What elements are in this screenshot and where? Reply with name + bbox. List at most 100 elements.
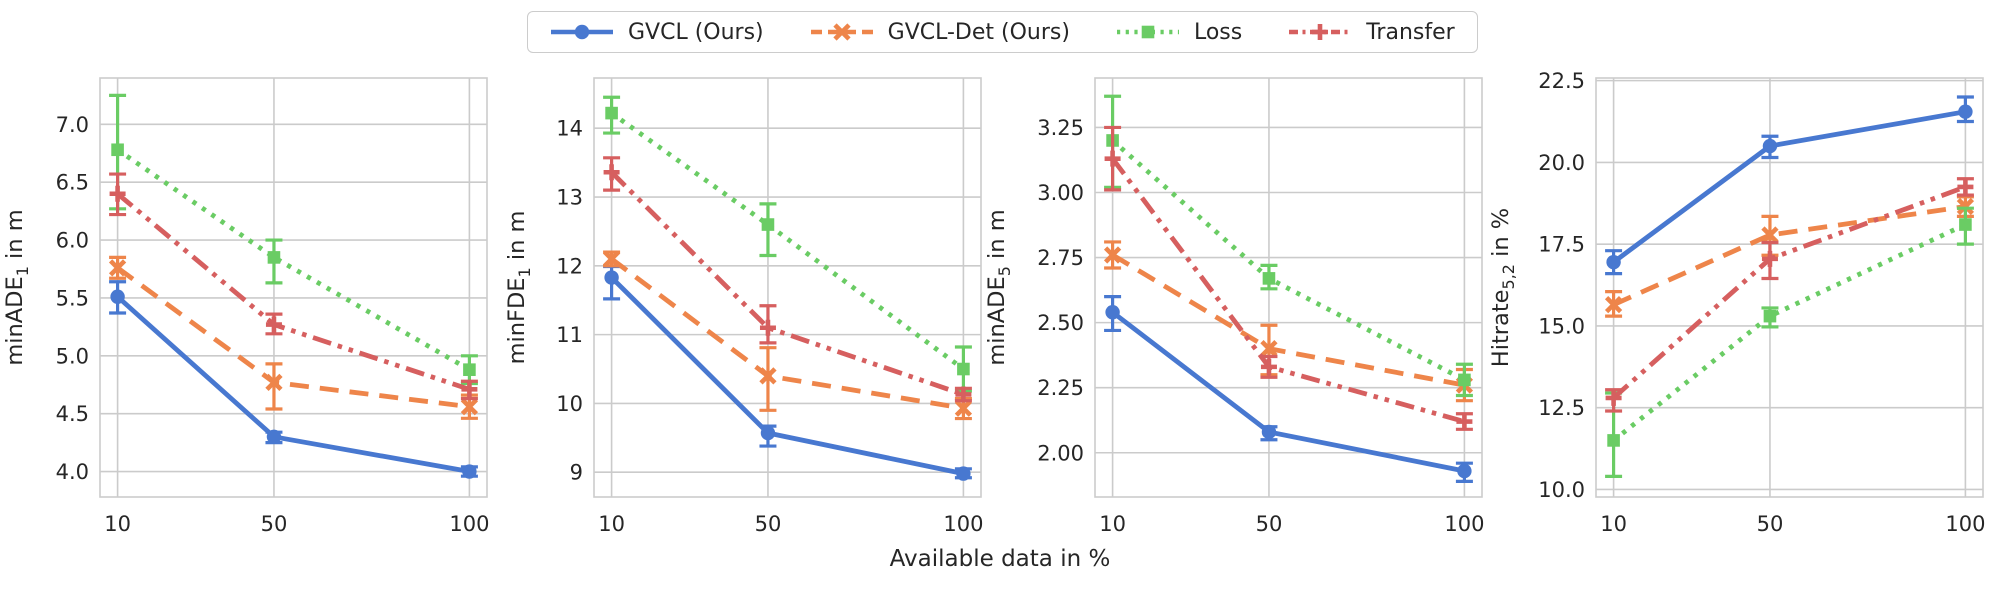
y-tick-label: 10 [556,392,583,416]
data-marker-x [833,23,851,41]
series-line-1 [1612,204,1966,307]
data-marker-square [605,106,618,120]
series-line-3 [1611,184,1967,400]
x-tick-label: 50 [1256,512,1283,536]
data-marker-circle [1457,463,1472,479]
y-tick-label: 2.00 [1037,441,1084,465]
y-tick-label: 13 [556,186,583,210]
data-marker-plus [955,386,972,403]
data-marker-circle [462,464,477,479]
axes-border [1595,77,1984,498]
y-tick-label: 12.5 [1538,396,1585,420]
data-marker-x [108,259,127,277]
legend-label-gvcl: GVCL (Ours) [628,19,764,45]
x-tick-label: 10 [1099,512,1126,536]
y-tick-label: 17.5 [1538,233,1585,257]
legend-item-loss: Loss [1116,19,1242,45]
data-marker-circle [604,270,619,285]
y-tick-label: 12 [556,254,583,278]
data-marker-plus [1312,24,1329,40]
data-marker-plus [109,185,126,202]
x-axis-label: Available data in % [889,546,1111,572]
series-line-3 [116,191,471,392]
data-marker-plus [1761,250,1778,267]
data-marker-x [954,399,973,417]
data-marker-circle [1762,138,1778,154]
y-tick-label: 9 [570,461,583,485]
subplot-1: 10 50 100 9 10 11 12 13 14 minFDE1 in m [504,77,983,536]
series-line-1 [1111,252,1465,388]
y-tick-label: 7.0 [56,113,89,137]
y-axis-label: Hitrate5,2 in % [1488,208,1518,367]
x-tick-label: 10 [104,512,131,536]
data-marker-circle [266,429,282,445]
data-marker-square [267,251,281,264]
axes-border [593,77,982,498]
data-marker-plus [1605,389,1622,406]
data-marker-x [1103,246,1122,264]
x-tick-label: 10 [598,512,625,536]
data-marker-square [111,143,124,157]
transfer-line-marker-icon [1289,24,1352,40]
y-tick-label: 22.5 [1538,69,1585,93]
data-marker-plus [461,381,478,398]
x-tick-label: 10 [1600,512,1627,536]
data-marker-square [1959,218,1972,231]
y-axis-label: minADE1 in m [2,209,32,365]
y-tick-label: 2.25 [1037,376,1084,400]
x-tick-label: 100 [449,512,489,536]
data-marker-x [759,367,777,385]
data-marker-circle [1606,254,1621,270]
data-marker-square [1763,309,1777,323]
series-line-2 [1111,138,1466,383]
data-marker-x [265,373,283,392]
data-marker-x [1604,296,1623,314]
data-marker-circle [1958,104,1973,119]
y-tick-label: 10.0 [1538,478,1585,502]
x-tick-label: 100 [943,512,983,536]
x-tick-label: 50 [1757,512,1784,536]
x-tick-label: 50 [755,512,782,536]
data-marker-x [602,250,621,268]
series-line-2 [1612,222,1967,443]
y-tick-label: 4.5 [56,402,89,426]
y-tick-label: 14 [556,117,583,141]
y-tick-label: 6.5 [56,171,89,195]
series-line-0 [1111,310,1465,474]
data-marker-plus [1104,150,1121,167]
y-tick-label: 5.5 [56,286,89,310]
y-tick-label: 15.0 [1538,314,1585,338]
subplot-2: 10 50 100 2.00 2.25 2.50 2.75 3.00 3.25 minADE5 i… [984,77,1484,536]
data-marker-square [1607,434,1620,447]
data-marker-square [1458,373,1471,387]
series-line-3 [609,170,965,397]
y-tick-label: 2.50 [1037,311,1084,335]
data-marker-square [1141,25,1155,39]
y-tick-label: 3.25 [1037,116,1084,140]
legend-item-transfer: Transfer [1288,19,1455,45]
data-marker-square [957,362,970,376]
legend-item-gvcl-det: GVCL-Det (Ours) [810,19,1070,45]
subplot-3: 10 50 100 10.0 12.5 15.0 17.5 20.0 22.5 Hitrate5,… [1488,69,1985,536]
data-marker-plus [265,316,282,333]
x-tick-label: 100 [1444,512,1484,536]
series-line-1 [610,257,964,411]
data-marker-plus [1957,178,1974,195]
data-marker-circle [1261,424,1277,440]
y-tick-label: 6.0 [56,229,89,253]
data-marker-square [463,363,476,376]
legend-item-gvcl: GVCL (Ours) [550,19,764,45]
subplot-0: 10 50 100 4.0 4.5 5.0 5.5 6.0 6.5 7.0 minADE1 in m [2,77,489,536]
legend-label-loss: Loss [1193,19,1243,45]
legend-label-gvcl-det: GVCL-Det (Ours) [887,19,1070,45]
series-line-2 [610,111,965,371]
x-tick-label: 50 [261,512,288,536]
x-tick-label: 100 [1945,512,1985,536]
gvcl-line-marker-icon [551,24,613,40]
y-axis-label: minFDE1 in m [504,211,534,365]
data-marker-circle [1105,305,1120,320]
y-tick-label: 11 [556,323,583,347]
data-marker-square [1262,272,1276,285]
y-tick-label: 3.00 [1037,181,1084,205]
